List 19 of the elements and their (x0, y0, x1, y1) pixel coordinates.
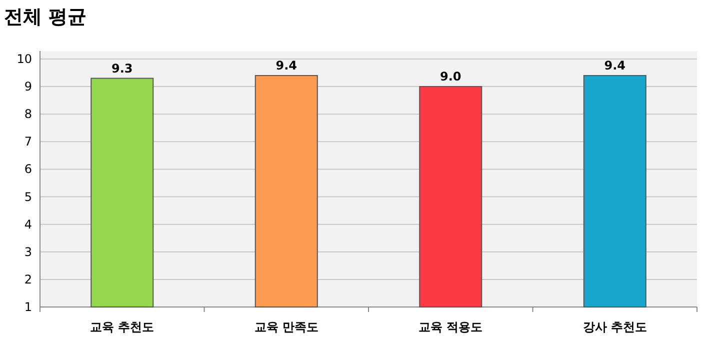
y-tick-label: 7 (24, 134, 32, 149)
y-tick-label: 4 (24, 217, 32, 232)
y-tick-label: 3 (24, 244, 32, 259)
y-tick-label: 6 (24, 162, 32, 176)
x-tick-label: 교육 적용도 (418, 320, 483, 334)
y-tick-label: 1 (24, 300, 32, 314)
y-tick-label: 2 (24, 272, 32, 286)
data-label: 9.3 (112, 61, 133, 76)
data-label: 9.4 (604, 58, 626, 73)
y-tick-label: 10 (16, 52, 32, 66)
title: 전체 평균 (4, 6, 87, 28)
data-label: 9.0 (440, 70, 462, 84)
y-tick-label: 8 (24, 107, 32, 122)
x-tick-label: 교육 추천도 (90, 320, 154, 334)
x-tick-label: 교육 만족도 (254, 320, 318, 334)
y-tick-label: 9 (24, 80, 32, 94)
x-tick-label: 강사 추천도 (582, 320, 647, 334)
data-label: 9.4 (276, 58, 297, 73)
y-tick-label: 5 (24, 190, 32, 204)
